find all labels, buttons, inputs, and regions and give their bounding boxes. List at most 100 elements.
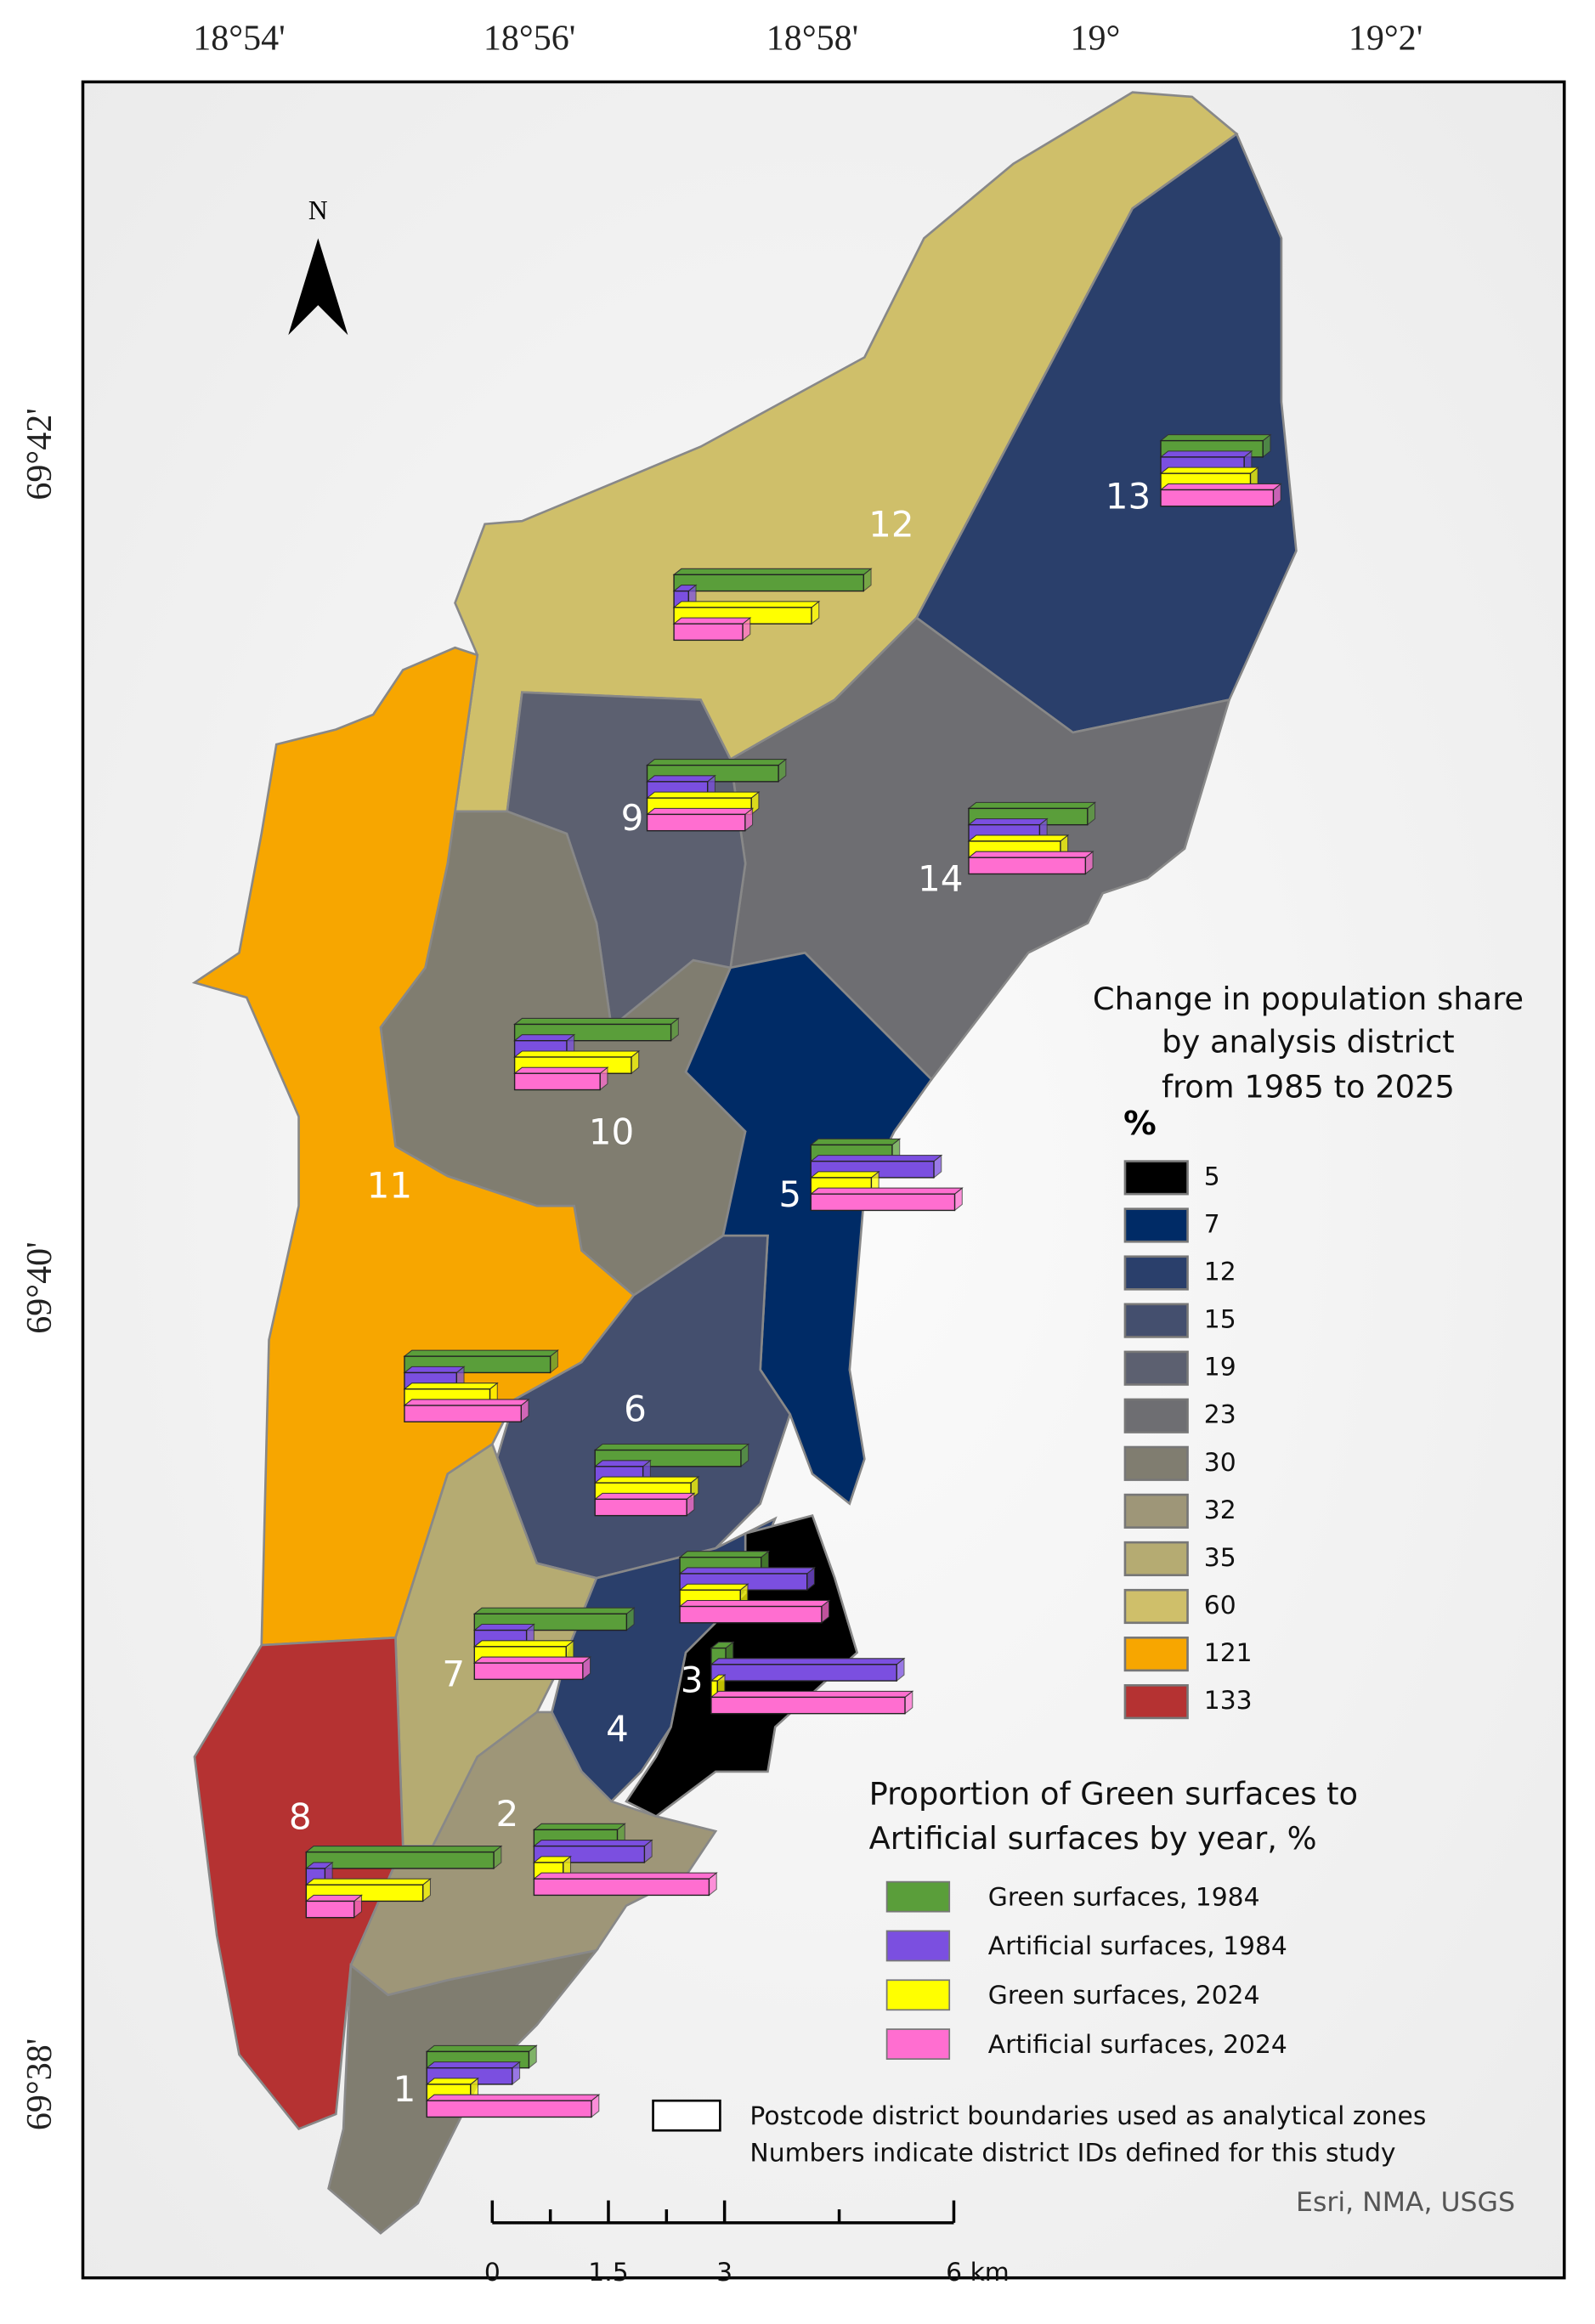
lat-label: 69°40' [20,1241,59,1333]
boundary-note: Numbers indicate district IDs defined fo… [749,2139,1395,2169]
bar-top [809,1171,880,1179]
north-label: N [308,195,328,225]
legend-title: Artificial surfaces by year, % [869,1820,1317,1857]
bar-top [809,1155,943,1162]
legend-swatch [1123,1588,1189,1625]
boundary-note: Postcode district boundaries used as ana… [749,2101,1426,2131]
bar [305,1851,495,1869]
district-id: 7 [442,1653,465,1694]
bar [673,623,744,642]
bar-top [710,1690,914,1698]
bar-top [967,818,1049,826]
bar-top [1159,466,1259,474]
bar-top [646,775,716,783]
bar [710,1696,906,1715]
legend-swatch [1123,1207,1189,1243]
bar-top [678,1567,816,1575]
legend-label: 7 [1204,1209,1220,1239]
bar [404,1405,523,1422]
bar [710,1664,897,1682]
legend-title: from 1985 to 2025 [1162,1068,1455,1105]
bar-top [678,1583,749,1591]
bar-top [472,1623,535,1631]
legend-title: Change in population share [1093,981,1524,1017]
bar-legend: Proportion of Green surfaces to Artifici… [869,1776,1358,2061]
bar-top [1159,434,1272,442]
scale-label: 0 [484,2258,501,2287]
legend-label: Artificial surfaces, 1984 [988,1931,1287,1961]
legend-label: Artificial surfaces, 2024 [988,2030,1287,2060]
bar [426,2100,592,2118]
district-id: 8 [289,1796,312,1838]
bar-top [809,1138,902,1145]
legend-title: by analysis district [1162,1024,1455,1060]
north-arrow [288,238,348,336]
bar-top [403,1399,530,1406]
legend-label: 30 [1204,1448,1236,1478]
bar-top [425,2044,538,2052]
bar-top [710,1658,906,1665]
district-id: 4 [606,1708,629,1750]
bar-top [967,851,1094,858]
legend-label: 32 [1204,1496,1236,1525]
legend-swatch [885,1979,951,2011]
bar-top [513,1050,641,1058]
legend-label: 15 [1204,1305,1236,1335]
bar-top [403,1383,499,1390]
bar [810,1193,956,1212]
bar-top [304,1878,432,1886]
district-id: 10 [589,1111,634,1153]
legend-swatch [1123,1350,1189,1386]
legend-swatch [1123,1160,1189,1196]
bar-top [593,1460,652,1467]
lon-label: 18°58' [766,20,858,59]
scale-bar [490,2200,956,2225]
bar-top [672,601,821,608]
lon-label: 19°2' [1349,20,1422,59]
bar [513,1072,601,1091]
bar-top [425,2078,480,2085]
legend-label: Green surfaces, 1984 [988,1882,1260,1912]
legend-swatch [885,1930,951,1962]
bar-top [646,759,788,766]
bar [1160,489,1275,507]
district-id: 13 [1106,475,1151,517]
lon-label: 18°54' [193,20,285,59]
population-legend: Change in population share by analysis d… [1093,981,1524,1720]
legend-label: 121 [1204,1638,1253,1668]
bar [473,1662,584,1681]
scale-label: 3 [716,2258,732,2287]
bar [673,574,864,592]
district-id: 12 [868,504,913,546]
bar-top [403,1366,466,1373]
bar-top [678,1599,831,1608]
bar-top [593,1492,696,1500]
legend-swatch [1123,1255,1189,1291]
bar-top [304,1894,363,1902]
district-id: 11 [367,1165,412,1207]
bar-top [646,807,755,815]
bar-top [513,1017,680,1025]
boundary-swatch [652,2099,721,2132]
bar [305,1900,355,1919]
district-id: 3 [681,1659,704,1700]
bar-top [967,834,1070,842]
district-area [684,951,933,1506]
bar-top [472,1656,592,1664]
bar-top [425,2061,522,2069]
legend-swatch [1123,1493,1189,1529]
bar [594,1498,687,1517]
legend-swatch [1123,1684,1189,1720]
district-id: 1 [393,2068,416,2110]
district-area [193,1636,404,2131]
legend-label: Green surfaces, 2024 [988,1981,1260,2010]
attribution: Esri, NMA, USGS [1296,2187,1515,2218]
legend-swatch [1123,1445,1189,1481]
bar-top [593,1476,700,1484]
scale-label: 6 km [946,2258,1010,2287]
legend-swatch [1123,1541,1189,1577]
lon-label: 19° [1070,20,1120,59]
district-id: 14 [918,858,963,900]
bar-top [532,1872,718,1880]
